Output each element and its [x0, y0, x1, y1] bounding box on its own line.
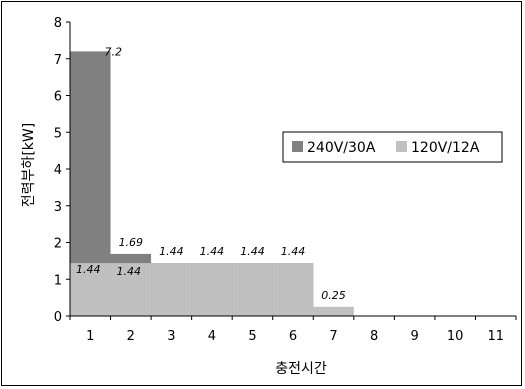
data-label-7: 0.25	[321, 289, 346, 302]
bar-120v-4	[191, 263, 233, 316]
x-tick-label: 1	[86, 329, 94, 344]
data-label-6: 1.44	[281, 245, 306, 258]
data-label-2: 1.44	[117, 265, 142, 278]
data-label-1: 7.2	[104, 45, 122, 58]
y-tick-label: 3	[54, 200, 62, 215]
data-label-4: 1.44	[200, 245, 225, 258]
data-label-5: 1.44	[240, 245, 265, 258]
x-tick-label: 4	[208, 329, 216, 344]
x-tick-label: 9	[410, 329, 418, 344]
bar-120v-5	[232, 263, 273, 316]
axes-layer: 0 1 2 3 4 5 6 7 8 1 2 3 4 5 6 7 8 9 10 11	[54, 16, 517, 344]
y-tick-label: 5	[54, 126, 62, 141]
x-tick-label: 10	[447, 329, 464, 344]
y-tick-label: 8	[54, 16, 62, 31]
x-tick-label: 3	[167, 329, 175, 344]
y-tick-label: 1	[54, 273, 62, 288]
legend-label-240v: 240V/30A	[307, 140, 376, 156]
legend-swatch-120v	[396, 141, 407, 152]
x-tick-label: 6	[289, 329, 297, 344]
bar-120v-6	[272, 263, 314, 316]
x-tick-label: 7	[329, 329, 337, 344]
bar-120v-7	[313, 306, 354, 316]
data-label-2: 1.69	[119, 236, 144, 249]
legend: 240V/30A 120V/12A	[282, 131, 503, 163]
bar-120v-3	[151, 263, 192, 316]
bar-120v-2	[110, 263, 152, 316]
x-tick-label: 8	[370, 329, 378, 344]
x-axis-label: 충전시간	[275, 361, 327, 377]
legend-swatch-240v	[292, 141, 303, 152]
data-labels-layer: 7.2 1.69 1.44 1.44 1.44 1.44 1.44 1.44 0.25	[76, 45, 346, 301]
bar-120v-1	[70, 263, 111, 316]
legend-label-120v: 120V/12A	[411, 140, 480, 156]
legend-box	[282, 131, 503, 163]
x-tick-label: 5	[248, 329, 256, 344]
y-tick-label: 2	[54, 237, 62, 252]
x-tick-label: 11	[487, 329, 504, 344]
y-tick-label: 7	[54, 53, 62, 68]
data-label-3: 1.44	[159, 245, 184, 258]
bars-layer	[70, 51, 354, 317]
y-axis-label: 전력부하[kW]	[21, 123, 37, 207]
y-tick-label: 0	[54, 310, 62, 325]
y-tick-label: 6	[54, 90, 62, 105]
data-label-1: 1.44	[76, 263, 101, 276]
y-tick-label: 4	[54, 163, 62, 178]
x-tick-label: 2	[127, 329, 135, 344]
